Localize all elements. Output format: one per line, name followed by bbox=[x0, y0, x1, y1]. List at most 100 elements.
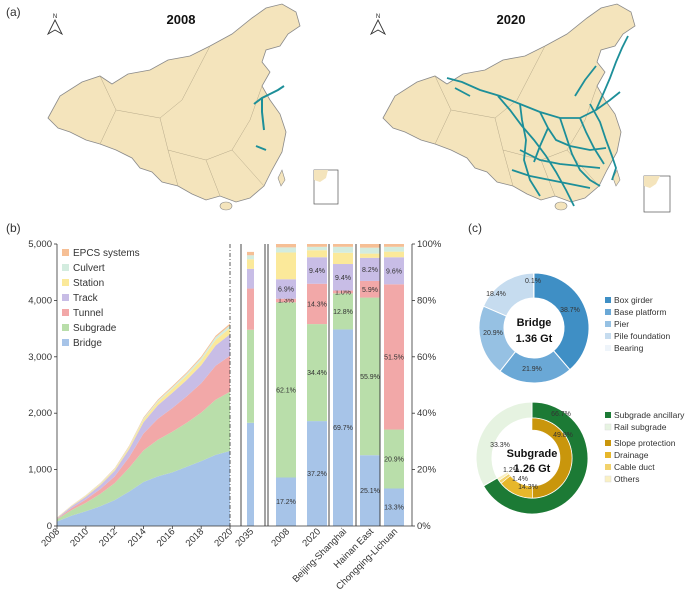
share-label-chongqing-lichuan-tunnel: 51.5% bbox=[384, 354, 404, 361]
subgrade-legend-swatch-rail-subgrade bbox=[604, 423, 612, 431]
bar-2035-station bbox=[247, 259, 254, 269]
bridge-slice-label-box-girder: 38.7% bbox=[560, 307, 580, 314]
north-arrow-2020: N bbox=[369, 14, 387, 36]
map-2008: N 2008 bbox=[46, 3, 339, 211]
subgrade-label-ancillary: 66.7% bbox=[551, 411, 571, 418]
share-bar-beijing-shanghai-station bbox=[333, 252, 353, 265]
share-bar-beijing-shanghai-culvert bbox=[333, 246, 353, 253]
share-label-2020-bridge: 37.2% bbox=[307, 471, 327, 478]
share-label-2008-track: 6.9% bbox=[278, 286, 294, 293]
bridge-legend-label-pile-foundation: Pile foundation bbox=[614, 331, 671, 341]
legend-label-culvert: Culvert bbox=[73, 263, 105, 274]
share-bar-2020-subgrade bbox=[307, 324, 327, 422]
area-bridge bbox=[57, 451, 230, 526]
legend-swatch-culvert bbox=[62, 264, 69, 271]
bar-2035-subgrade bbox=[247, 329, 254, 423]
x-tick-label-2008: 2008 bbox=[269, 526, 292, 549]
x-tick-label: 2018 bbox=[184, 526, 207, 549]
bridge-legend-label-pier: Pier bbox=[614, 319, 629, 329]
share-label-beijing-shanghai-bridge: 69.7% bbox=[333, 425, 353, 432]
legend-swatch-track bbox=[62, 294, 69, 301]
legend-swatch-bridge bbox=[62, 339, 69, 346]
subgrade-legend-label-cable-duct: Cable duct bbox=[614, 462, 655, 472]
map-title-2008: 2008 bbox=[167, 12, 196, 27]
subgrade-legend-swatch-others bbox=[604, 475, 612, 483]
subgrade-legend-label-rail-subgrade: Rail subgrade bbox=[614, 422, 667, 432]
share-bar-hainan-east-subgrade bbox=[360, 297, 380, 456]
y-tick-label-left: 3,000 bbox=[28, 352, 52, 363]
share-bar-beijing-shanghai-track bbox=[333, 264, 353, 291]
y-tick-label-left: 0 bbox=[47, 521, 52, 532]
subgrade-label-rail: 33.3% bbox=[490, 442, 510, 449]
legend-label-subgrade: Subgrade bbox=[73, 323, 117, 334]
share-bar-2008-tunnel bbox=[276, 298, 296, 303]
bridge-slice-label-base-platform: 21.9% bbox=[522, 366, 542, 373]
y-tick-label-right: 40% bbox=[417, 408, 437, 419]
legend-label-tunnel: Tunnel bbox=[73, 308, 103, 319]
share-label-2020-track: 9.4% bbox=[309, 268, 325, 275]
area-subgrade bbox=[57, 391, 230, 522]
stacked-area-series bbox=[57, 323, 230, 526]
share-bar-2020-track bbox=[307, 257, 327, 284]
share-label-hainan-east-bridge: 25.1% bbox=[360, 488, 380, 495]
subgrade-label-cable: 1.4% bbox=[512, 476, 528, 483]
x-tick-label: 2014 bbox=[126, 526, 149, 549]
subgrade-legend-swatch-cable-duct bbox=[605, 464, 611, 470]
subgrade-label-drainage: 14.3% bbox=[518, 484, 538, 491]
share-label-2008-subgrade: 62.1% bbox=[276, 387, 296, 394]
share-label-hainan-east-track: 8.2% bbox=[362, 267, 378, 274]
chart-legend: EPCS systems Culvert Station Track Tunnel Sub… bbox=[62, 248, 140, 349]
bridge-center-value: 1.36 Gt bbox=[516, 333, 553, 345]
x-tick-label-2035: 2035 bbox=[233, 526, 256, 549]
y-tick-label-right: 0% bbox=[417, 521, 431, 532]
y-tick-label-right: 20% bbox=[417, 465, 437, 476]
bar-2035 bbox=[247, 251, 254, 526]
share-bar-chongqing-lichuan-station bbox=[384, 251, 404, 258]
legend-label-epcs-systems: EPCS systems bbox=[73, 248, 140, 259]
share-bar-beijing-shanghai-subgrade bbox=[333, 293, 353, 330]
taiwan-island-2020 bbox=[612, 169, 621, 187]
bridge-slice-label-pile-foundation: 18.4% bbox=[486, 291, 506, 298]
y-tick-label-left: 4,000 bbox=[28, 295, 52, 306]
area-station bbox=[57, 328, 230, 519]
share-label-2020-subgrade: 34.4% bbox=[307, 370, 327, 377]
share-bar-2020-tunnel bbox=[307, 283, 327, 325]
subgrade-center-value: 1.26 Gt bbox=[514, 463, 551, 475]
share-bar-hainan-east-culvert bbox=[360, 247, 380, 254]
bridge-legend-swatch-pier bbox=[605, 321, 611, 327]
legend-swatch-subgrade bbox=[62, 324, 69, 331]
share-bar-hainan-east-tunnel bbox=[360, 280, 380, 298]
legend-label-bridge: Bridge bbox=[73, 338, 102, 349]
share-label-2008-tunnel: 1.3% bbox=[278, 298, 294, 305]
share-bar-beijing-shanghai-bridge bbox=[333, 329, 353, 526]
area-tunnel bbox=[57, 355, 230, 520]
chart-panel-b: 17.2% 62.1% 1.3% 6.9% 37.2% 34.4% 14.3% 9.4% 69.… bbox=[28, 239, 442, 592]
taiwan-island-2008 bbox=[277, 169, 286, 187]
bar-2035-track bbox=[247, 268, 254, 289]
legend-swatch-epcs-systems bbox=[62, 249, 69, 256]
share-label-2020-tunnel: 14.3% bbox=[307, 301, 327, 308]
hainan-island-2008 bbox=[219, 201, 233, 211]
subgrade-inner-slice-others bbox=[496, 471, 510, 481]
share-bar-chongqing-lichuan-culvert bbox=[384, 246, 404, 252]
share-bar-chongqing-lichuan-bridge bbox=[384, 488, 404, 526]
share-label-hainan-east-tunnel: 5.9% bbox=[362, 287, 378, 294]
share-bar-2008-station bbox=[276, 252, 296, 280]
north-arrow-icon bbox=[369, 18, 387, 36]
share-bar-beijing-shanghai-tunnel bbox=[333, 290, 353, 294]
share-bar-hainan-east-bridge bbox=[360, 455, 380, 526]
panel-label-b: (b) bbox=[6, 221, 21, 235]
chart-axes: 0 1,000 2,000 3,000 4,000 5,000 0% 20% 40% 60% 80%… bbox=[28, 239, 442, 592]
x-tick-label: 2008 bbox=[39, 526, 62, 549]
bridge-legend-label-bearing: Bearing bbox=[614, 343, 644, 353]
subgrade-label-others: 1.2% bbox=[503, 467, 519, 474]
bridge-slice-label-pier: 20.9% bbox=[483, 330, 503, 337]
legend-label-station: Station bbox=[73, 278, 104, 289]
share-label-chongqing-lichuan-bridge: 13.3% bbox=[384, 505, 404, 512]
subgrade-legend-label-slope-protection: Slope protection bbox=[614, 438, 676, 448]
bridge-legend-swatch-bearing bbox=[605, 345, 611, 351]
share-label-beijing-shanghai-subgrade: 12.8% bbox=[333, 309, 353, 316]
map-2020: N 2020 bbox=[369, 3, 671, 213]
rail-lines-2020 bbox=[446, 35, 629, 207]
bridge-donut-chart: 38.7% 21.9% 20.9% 18.4% 0.1% Bridge 1.36 Gt Box… bbox=[478, 272, 671, 384]
